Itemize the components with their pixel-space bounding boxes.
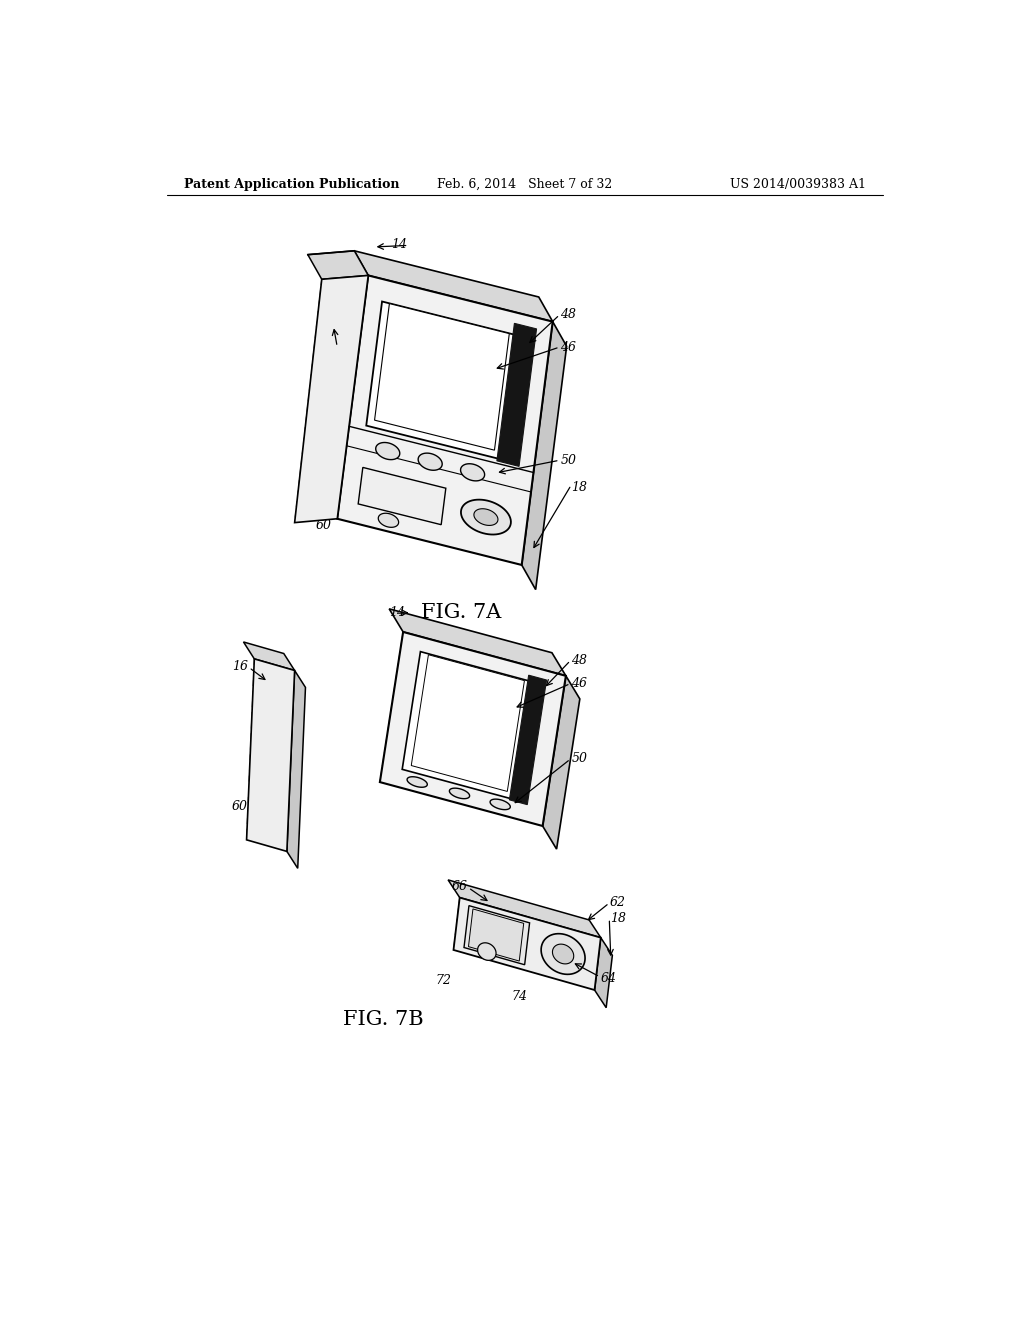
Polygon shape [595,937,612,1007]
Polygon shape [477,942,496,961]
Text: 48: 48 [560,308,577,321]
Polygon shape [358,467,445,525]
Text: Patent Application Publication: Patent Application Publication [183,178,399,191]
Polygon shape [287,671,305,869]
Polygon shape [376,442,399,459]
Polygon shape [337,276,553,565]
Polygon shape [412,655,524,792]
Polygon shape [295,276,369,523]
Polygon shape [553,944,573,964]
Text: 66: 66 [452,879,467,892]
Text: 60: 60 [232,800,248,813]
Polygon shape [380,632,566,826]
Polygon shape [474,508,498,525]
Text: 18: 18 [571,482,588,495]
Polygon shape [408,776,427,787]
Polygon shape [244,642,295,671]
Polygon shape [247,659,295,851]
Text: 72: 72 [436,974,452,987]
Text: 46: 46 [571,677,588,690]
Polygon shape [450,788,470,799]
Polygon shape [449,880,601,937]
Text: FIG. 7B: FIG. 7B [343,1010,424,1028]
Text: 50: 50 [560,454,577,467]
Polygon shape [497,323,537,466]
Text: 60: 60 [315,519,332,532]
Polygon shape [308,251,369,280]
Text: US 2014/0039383 A1: US 2014/0039383 A1 [730,178,866,191]
Polygon shape [378,513,398,527]
Text: 16: 16 [232,660,248,673]
Polygon shape [354,251,553,322]
Text: 50: 50 [571,752,588,766]
Polygon shape [461,500,511,535]
Text: 62: 62 [610,896,626,909]
Polygon shape [375,304,509,450]
Polygon shape [490,799,510,809]
Text: 74: 74 [511,990,527,1003]
Polygon shape [418,453,442,470]
Text: FIG. 7A: FIG. 7A [421,603,502,622]
Text: 48: 48 [571,653,588,667]
Text: 16: 16 [319,341,336,354]
Polygon shape [521,322,566,590]
Polygon shape [464,906,529,965]
Polygon shape [468,909,523,961]
Polygon shape [454,898,601,990]
Text: 46: 46 [560,341,577,354]
Text: 14: 14 [389,606,406,619]
Polygon shape [461,463,484,480]
Polygon shape [543,676,580,849]
Polygon shape [389,609,566,676]
Polygon shape [402,652,544,803]
Polygon shape [509,676,547,805]
Polygon shape [367,301,534,463]
Polygon shape [541,933,585,974]
Text: 64: 64 [601,972,616,985]
Text: 14: 14 [391,238,407,251]
Text: Feb. 6, 2014   Sheet 7 of 32: Feb. 6, 2014 Sheet 7 of 32 [437,178,612,191]
Text: 18: 18 [610,912,626,925]
